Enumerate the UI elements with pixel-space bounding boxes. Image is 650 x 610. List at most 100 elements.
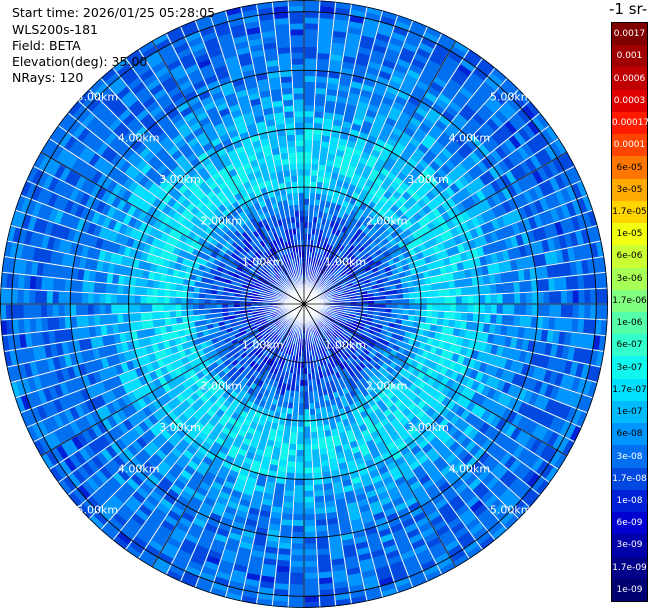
beta-cell — [325, 165, 333, 173]
beta-cell — [586, 365, 596, 381]
beta-cell — [485, 221, 495, 233]
beta-cell — [325, 292, 332, 296]
beta-cell — [329, 233, 335, 240]
beta-cell — [218, 431, 228, 441]
beta-cell — [364, 245, 372, 253]
beta-cell — [347, 26, 362, 36]
beta-cell — [44, 345, 53, 358]
beta-cell — [318, 341, 323, 348]
beta-cell — [335, 285, 342, 290]
beta-cell — [473, 148, 486, 160]
beta-cell — [369, 543, 383, 553]
beta-cell — [187, 310, 194, 316]
beta-cell — [237, 504, 249, 513]
beta-cell — [407, 440, 418, 451]
beta-cell — [437, 38, 453, 51]
beta-cell — [26, 426, 38, 442]
beta-cell — [304, 233, 308, 240]
beta-cell — [426, 310, 433, 318]
beta-cell — [338, 84, 350, 93]
beta-cell — [316, 348, 321, 355]
beta-cell — [272, 417, 280, 425]
beta-cell — [304, 192, 310, 199]
beta-cell — [314, 277, 319, 284]
beta-cell — [340, 271, 347, 277]
beta-cell — [385, 299, 392, 304]
beta-cell — [50, 371, 60, 385]
beta-cell — [447, 78, 462, 91]
beta-cell — [458, 421, 470, 433]
beta-cell — [226, 363, 235, 371]
beta-cell — [165, 425, 176, 436]
beta-cell — [220, 517, 233, 527]
beta-cell — [517, 388, 528, 401]
beta-cell — [182, 409, 193, 420]
beta-cell — [577, 395, 588, 410]
beta-cell — [233, 329, 240, 335]
beta-cell — [205, 399, 214, 408]
beta-cell — [396, 314, 403, 320]
beta-cell — [333, 321, 340, 327]
beta-cell — [315, 193, 322, 201]
beta-cell — [409, 117, 422, 128]
beta-cell — [235, 453, 245, 463]
ray-separator — [303, 3, 353, 305]
beta-cell — [265, 314, 272, 319]
beta-cell — [175, 297, 182, 304]
beta-cell — [319, 274, 325, 281]
beta-cell — [77, 327, 85, 339]
beta-cell — [460, 222, 470, 233]
beta-cell — [128, 313, 136, 322]
ray-separator — [14, 303, 305, 399]
beta-cell — [324, 201, 331, 208]
beta-cell — [192, 365, 201, 374]
beta-cell — [99, 283, 107, 293]
beta-cell — [466, 286, 474, 295]
beta-cell — [322, 276, 328, 283]
beta-cell — [477, 86, 492, 100]
beta-cell — [190, 496, 203, 507]
beta-cell — [496, 405, 507, 418]
beta-cell — [344, 405, 352, 414]
beta-cell — [366, 269, 374, 276]
beta-cell — [106, 415, 118, 428]
beta-cell — [517, 207, 528, 220]
ray-separator — [303, 6, 368, 305]
beta-cell — [286, 407, 293, 415]
beta-cell — [170, 532, 184, 544]
beta-cell — [392, 471, 403, 481]
beta-cell — [526, 454, 539, 469]
beta-cell — [167, 400, 177, 411]
beta-cell — [508, 477, 522, 492]
beta-cell — [339, 132, 349, 141]
beta-cell — [495, 448, 507, 462]
beta-cell — [390, 395, 399, 404]
beta-cell — [345, 365, 352, 373]
beta-cell — [174, 337, 182, 346]
beta-cell — [397, 426, 407, 437]
ray-separator — [124, 303, 305, 551]
beta-cell — [375, 341, 383, 348]
beta-cell — [405, 560, 420, 572]
beta-cell — [485, 183, 497, 196]
beta-cell — [308, 269, 312, 276]
beta-cell — [461, 453, 473, 465]
beta-cell — [491, 193, 502, 206]
beta-cell — [331, 227, 338, 235]
beta-cell — [247, 341, 254, 348]
beta-cell — [344, 550, 357, 558]
beta-cell — [370, 374, 379, 382]
beta-cell — [228, 430, 238, 440]
beta-cell — [344, 490, 355, 499]
beta-cell — [349, 263, 356, 270]
beta-cell — [404, 523, 418, 534]
beta-cell — [163, 373, 173, 383]
beta-cell — [397, 293, 404, 299]
beta-cell — [367, 104, 379, 113]
beta-cell — [184, 420, 195, 430]
beta-cell — [331, 404, 338, 412]
beta-cell — [535, 354, 545, 367]
beta-cell — [544, 448, 557, 463]
beta-cell — [502, 201, 512, 214]
beta-cell — [478, 313, 485, 323]
